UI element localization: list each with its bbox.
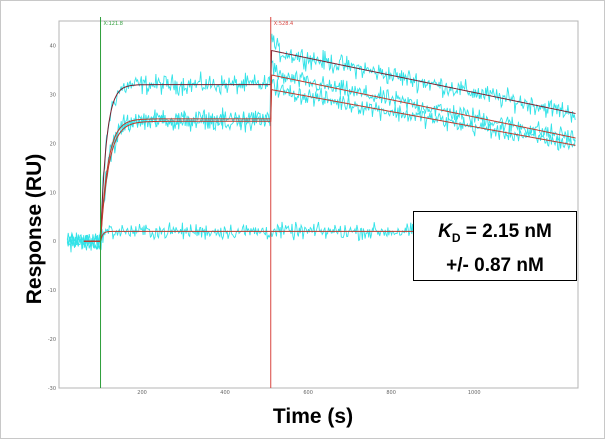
- y-tick-label: -30: [48, 386, 56, 392]
- x-tick-label: 600: [303, 390, 313, 396]
- kd-symbol: K: [438, 221, 452, 242]
- fit-curve: [83, 89, 576, 242]
- y-axis-label: Response (RU): [23, 154, 46, 305]
- kd-error-line: +/- 0.87 nM: [446, 254, 544, 276]
- x-axis-label: Time (s): [273, 405, 353, 428]
- data-trace: [66, 72, 576, 253]
- kd-value: = 2.15 nM: [460, 221, 552, 242]
- y-tick-label: -20: [48, 337, 56, 343]
- cursor-label: X:528.4: [274, 21, 293, 27]
- plot-area: [58, 20, 579, 389]
- kd-subscript: D: [451, 230, 461, 245]
- y-tick-label: 0: [53, 239, 56, 245]
- fit-curve: [83, 74, 576, 242]
- x-tick-label: 800: [386, 390, 396, 396]
- y-tick-label: 30: [50, 92, 56, 98]
- x-tick-label: 400: [220, 390, 230, 396]
- kd-annotation-box: KD = 2.15 nM +/- 0.87 nM: [413, 211, 577, 281]
- y-tick-label: 10: [50, 190, 56, 196]
- y-tick-label: 40: [50, 43, 56, 49]
- fit-curve: [83, 49, 576, 242]
- y-tick-label: 20: [50, 141, 56, 147]
- kd-value-line: KD = 2.15 nM: [414, 218, 576, 252]
- y-tick-label: -10: [48, 288, 56, 294]
- x-tick-label: 200: [137, 390, 147, 396]
- cursor-label: X:121.8: [104, 21, 123, 27]
- x-tick-label: 1000: [468, 390, 481, 396]
